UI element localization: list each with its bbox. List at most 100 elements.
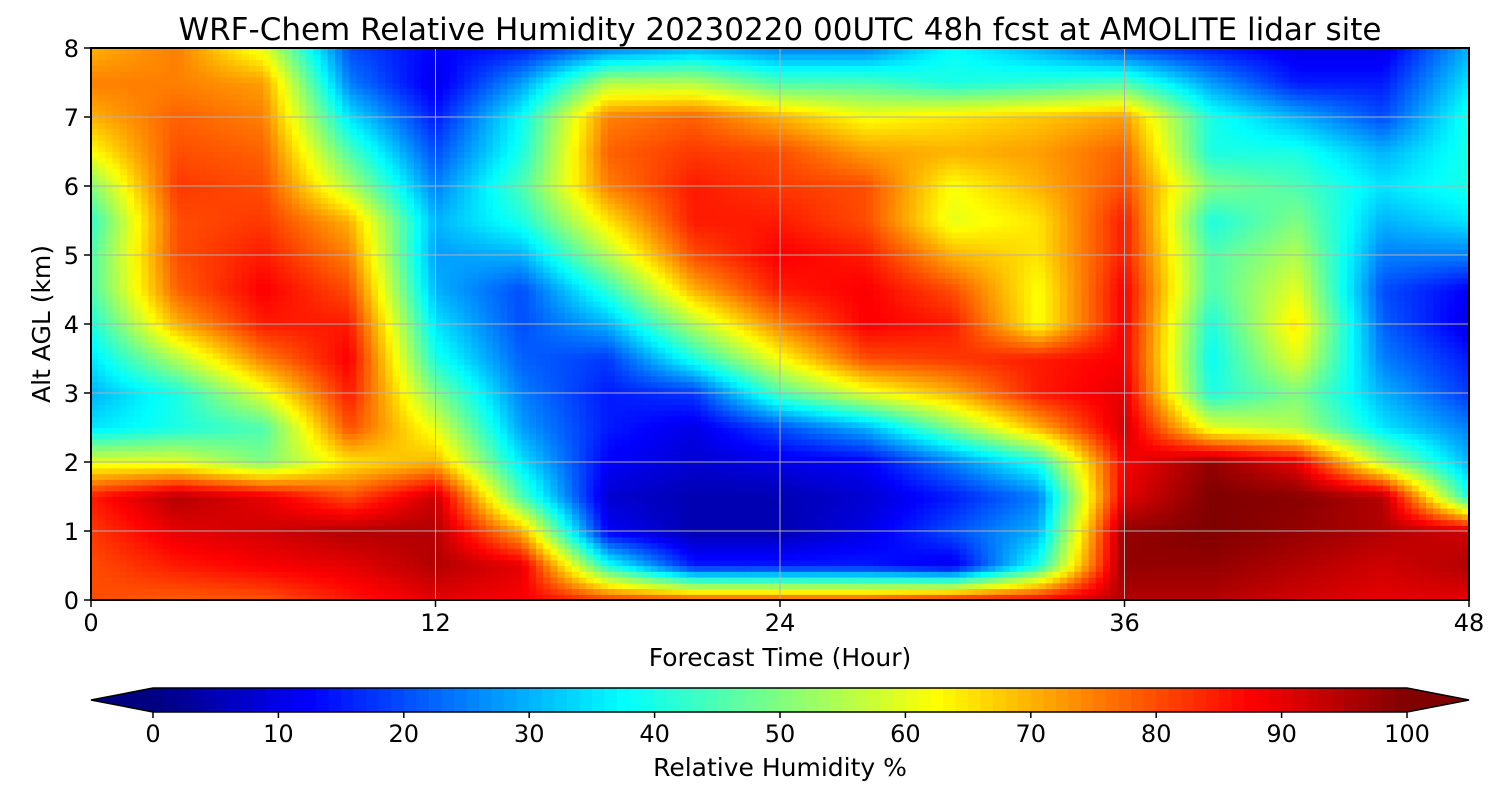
heatmap-cell xyxy=(809,548,817,554)
heatmap-cell xyxy=(1182,508,1190,514)
heatmap-cell xyxy=(543,468,551,474)
heatmap-cell xyxy=(880,577,888,583)
heatmap-cell xyxy=(313,589,321,595)
heatmap-cell xyxy=(1203,502,1211,508)
heatmap-cell xyxy=(1397,566,1405,572)
heatmap-cell xyxy=(486,577,494,583)
heatmap-cell xyxy=(1440,451,1448,457)
heatmap-cell xyxy=(1361,577,1369,583)
heatmap-cell xyxy=(443,577,451,583)
heatmap-cell xyxy=(1053,531,1061,537)
heatmap-cell xyxy=(565,451,573,457)
heatmap-cell xyxy=(629,566,637,572)
heatmap-cell xyxy=(995,531,1003,537)
heatmap-cell xyxy=(206,474,214,480)
heatmap-cell xyxy=(127,577,135,583)
heatmap-cell xyxy=(1053,577,1061,583)
heatmap-cell xyxy=(235,554,243,560)
heatmap-cell xyxy=(105,548,113,554)
heatmap-cell xyxy=(694,589,702,595)
heatmap-cell xyxy=(1254,485,1262,491)
heatmap-cell xyxy=(1455,554,1463,560)
heatmap-cell xyxy=(1304,474,1312,480)
heatmap-cell xyxy=(1254,571,1262,577)
heatmap-cell xyxy=(1376,520,1384,526)
heatmap-cell xyxy=(572,583,580,589)
heatmap-cell xyxy=(916,474,924,480)
heatmap-cell xyxy=(902,497,910,503)
heatmap-cell xyxy=(141,502,149,508)
heatmap-cell xyxy=(852,508,860,514)
heatmap-cell xyxy=(701,502,709,508)
heatmap-cell xyxy=(479,479,487,485)
heatmap-cell xyxy=(931,514,939,520)
heatmap-cell xyxy=(959,537,967,543)
heatmap-cell xyxy=(148,479,156,485)
heatmap-cell xyxy=(313,554,321,560)
heatmap-cell xyxy=(895,479,903,485)
heatmap-cell xyxy=(357,514,365,520)
heatmap-cell xyxy=(995,491,1003,497)
heatmap-cell xyxy=(880,548,888,554)
heatmap-cell xyxy=(471,560,479,566)
heatmap-cell xyxy=(105,491,113,497)
heatmap-cell xyxy=(464,479,472,485)
heatmap-cell xyxy=(1031,462,1039,468)
heatmap-cell xyxy=(98,537,106,543)
heatmap-cell xyxy=(378,560,386,566)
heatmap-cell xyxy=(321,537,329,543)
heatmap-cell xyxy=(471,537,479,543)
heatmap-cell xyxy=(1031,468,1039,474)
heatmap-cell xyxy=(1132,554,1140,560)
heatmap-cell xyxy=(1369,451,1377,457)
heatmap-cell xyxy=(471,497,479,503)
heatmap-cell xyxy=(1397,520,1405,526)
heatmap-cell xyxy=(1318,566,1326,572)
heatmap-cell xyxy=(536,560,544,566)
heatmap-cell xyxy=(809,468,817,474)
heatmap-cell xyxy=(400,451,408,457)
heatmap-cell xyxy=(672,491,680,497)
heatmap-cell xyxy=(220,548,228,554)
heatmap-cell xyxy=(837,583,845,589)
heatmap-cell xyxy=(1347,554,1355,560)
heatmap-cell xyxy=(1433,537,1441,543)
heatmap-cell xyxy=(1046,571,1054,577)
heatmap-cell xyxy=(615,583,623,589)
heatmap-cell xyxy=(579,508,587,514)
heatmap-cell xyxy=(1404,451,1412,457)
heatmap-cell xyxy=(1153,520,1161,526)
heatmap-cell xyxy=(1046,514,1054,520)
heatmap-cell xyxy=(364,589,372,595)
heatmap-cell xyxy=(816,514,824,520)
heatmap-cell xyxy=(206,508,214,514)
heatmap-cell xyxy=(270,462,278,468)
heatmap-cell xyxy=(364,474,372,480)
heatmap-cell xyxy=(593,531,601,537)
heatmap-cell xyxy=(694,548,702,554)
heatmap-cell xyxy=(601,577,609,583)
heatmap-cell xyxy=(823,543,831,549)
heatmap-cell xyxy=(364,548,372,554)
heatmap-cell xyxy=(1333,485,1341,491)
heatmap-cell xyxy=(593,485,601,491)
heatmap-cell xyxy=(98,520,106,526)
heatmap-cell xyxy=(615,451,623,457)
heatmap-cell xyxy=(737,462,745,468)
heatmap-cell xyxy=(1419,543,1427,549)
heatmap-cell xyxy=(636,577,644,583)
heatmap-cell xyxy=(392,497,400,503)
heatmap-cell xyxy=(263,468,271,474)
heatmap-cell xyxy=(1038,531,1046,537)
heatmap-cell xyxy=(156,520,164,526)
heatmap-cell xyxy=(177,514,185,520)
heatmap-cell xyxy=(263,589,271,595)
heatmap-cell xyxy=(715,508,723,514)
heatmap-cell xyxy=(1261,543,1269,549)
heatmap-cell xyxy=(342,566,350,572)
heatmap-cell xyxy=(1268,566,1276,572)
heatmap-cell xyxy=(335,554,343,560)
heatmap-cell xyxy=(120,583,128,589)
heatmap-cell xyxy=(1103,485,1111,491)
heatmap-cell xyxy=(1010,520,1018,526)
